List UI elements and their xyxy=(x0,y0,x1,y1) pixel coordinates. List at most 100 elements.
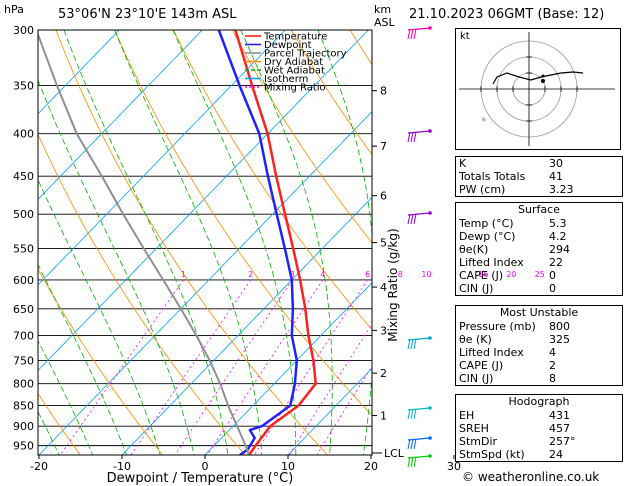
hodograph-row: SREH 457 xyxy=(459,422,570,435)
dry-adiabat-line xyxy=(38,133,246,455)
legend-entry: Dewpoint xyxy=(264,40,312,51)
pressure-tick-label: 450 xyxy=(13,170,34,183)
location-label: 53°06'N 23°10'E 143m ASL xyxy=(58,7,237,22)
pressure-tick-label: 500 xyxy=(13,208,34,221)
hodograph-chart: kt ♦ xyxy=(455,28,621,150)
most-unstable-row: θe (K) 325 xyxy=(459,333,570,346)
hodograph-kt-label: kt xyxy=(460,31,470,42)
pressure-tick-label: 900 xyxy=(13,420,34,433)
legend-entry: Temperature xyxy=(263,32,327,43)
km-tick-label: 7 xyxy=(380,140,387,153)
wet-adiabat-line xyxy=(397,30,426,455)
wind-barb xyxy=(407,211,432,225)
pressure-tick-label: 350 xyxy=(13,80,34,93)
hpa-label: hPa xyxy=(4,3,24,16)
hodograph-axes xyxy=(459,32,615,146)
most-unstable-row: CIN (J) 8 xyxy=(459,372,556,385)
pressure-tick-label: 650 xyxy=(13,303,34,316)
wet-adiabat-line xyxy=(317,30,372,455)
surface-row: CIN (J) 0 xyxy=(459,282,556,295)
mixing-ratio-label: 8 xyxy=(398,270,403,279)
dry-adiabat-line xyxy=(232,30,372,244)
hodograph-trace xyxy=(492,71,584,85)
isotherm-line xyxy=(38,30,369,372)
mixing-ratio-label: 3 xyxy=(290,270,295,279)
dry-adiabat-line xyxy=(290,30,372,156)
x-axis-title: Dewpoint / Temperature (°C) xyxy=(107,471,294,486)
legend-entry: Wet Adiabat xyxy=(264,66,325,77)
dewpoint-series xyxy=(217,30,299,455)
mixing-ratio-line xyxy=(206,279,324,455)
wind-barb xyxy=(407,454,432,468)
mixing-ratio-label: 6 xyxy=(365,270,370,279)
dry-adiabat-line xyxy=(114,30,372,417)
dry-adiabat-line xyxy=(55,30,328,455)
km-tick-label: 8 xyxy=(380,85,387,98)
isotherm-line xyxy=(38,111,372,455)
mixing-ratio-label: 10 xyxy=(421,270,431,279)
index-row-totals: Totals Totals 41 xyxy=(459,170,563,183)
wet-adiabat-line xyxy=(38,263,127,455)
pressure-tick-label: 300 xyxy=(13,24,34,37)
pressure-tick-label: 800 xyxy=(13,378,34,391)
hodograph-row: StmSpd (kt) 24 xyxy=(459,448,563,461)
lcl-label: LCL xyxy=(384,447,405,460)
surface-row: Temp (°C) 5.3 xyxy=(459,217,567,230)
x-tick-label: 30 xyxy=(447,460,461,473)
km-tick-label: 6 xyxy=(380,190,387,203)
mixing-ratio-line xyxy=(316,365,372,455)
surface-row: CAPE (J) 0 xyxy=(459,269,556,282)
asl-label: ASL xyxy=(374,16,395,29)
plot-frame xyxy=(37,29,373,456)
km-label: km xyxy=(374,3,392,16)
pressure-tick-label: 850 xyxy=(13,400,34,413)
pressure-tick-label: 950 xyxy=(13,440,34,453)
isotherm-line xyxy=(38,30,286,286)
mixing-ratio-label: 1 xyxy=(181,270,186,279)
index-row-pw: PW (cm) 3.23 xyxy=(459,183,574,196)
wet-adiabat-line xyxy=(172,30,297,455)
dry-adiabat-line xyxy=(38,268,164,455)
surface-row: Lifted Index 22 xyxy=(459,256,563,269)
wet-adiabat-line xyxy=(114,30,263,455)
hodograph-end-marker xyxy=(541,74,545,78)
mixing-ratio-label: 4 xyxy=(320,270,325,279)
legend-entry: Parcel Trajectory xyxy=(264,49,347,60)
legend-entry: Isotherm xyxy=(264,74,308,85)
most-unstable-table: Most Unstable Pressure (mb) 800 θe (K) 325… xyxy=(455,305,623,386)
wet-adiabat-line xyxy=(38,179,161,455)
isotherm-line xyxy=(287,367,372,455)
most-unstable-title: Most Unstable xyxy=(499,306,579,319)
pressure-tick-label: 750 xyxy=(13,354,34,367)
parcel-trajectory-series xyxy=(38,31,250,455)
basic-indices-table: K 30 Totals Totals 41 PW (cm) 3.23 xyxy=(455,156,623,197)
pressure-tick-label: 700 xyxy=(13,330,34,343)
surface-row: θe(K) 294 xyxy=(459,243,570,256)
legend-entry: Mixing Ratio xyxy=(264,83,326,94)
hodograph-storm-marker xyxy=(541,79,545,83)
isotherm-line xyxy=(38,30,203,200)
temperature-series xyxy=(234,30,317,455)
pressure-tick-label: 600 xyxy=(13,274,34,287)
datetime-label: 21.10.2023 06GMT (Base: 12) xyxy=(409,7,605,22)
pressure-tick-label: 550 xyxy=(13,243,34,256)
wet-adiabat-line xyxy=(38,79,195,455)
mixing-ratio-label: 16 xyxy=(478,270,488,279)
hodograph-table: Hodograph EH 431 SREH 457 StmDir 257° StmSp… xyxy=(455,394,623,462)
surface-table: Surface Temp (°C) 5.3 Dewp (°C) 4.2 θe(K) 2… xyxy=(455,202,623,296)
pressure-tick-label: 400 xyxy=(13,128,34,141)
mixing-ratio-label: 20 xyxy=(506,270,516,279)
wind-barb xyxy=(407,406,432,420)
km-tick-label: 4 xyxy=(380,281,387,294)
hodograph-wm-1: ♦ xyxy=(479,114,490,126)
hodograph-row: EH 431 xyxy=(459,409,570,422)
surface-row: Dewp (°C) 4.2 xyxy=(459,230,567,243)
index-row-k: K 30 xyxy=(459,157,563,170)
km-tick-label: 5 xyxy=(380,237,387,250)
km-tick-label: 1 xyxy=(380,410,387,423)
surface-title: Surface xyxy=(518,203,560,216)
wind-barb xyxy=(407,129,432,143)
wet-adiabat-line xyxy=(38,339,94,455)
km-tick-label: 3 xyxy=(380,324,387,337)
